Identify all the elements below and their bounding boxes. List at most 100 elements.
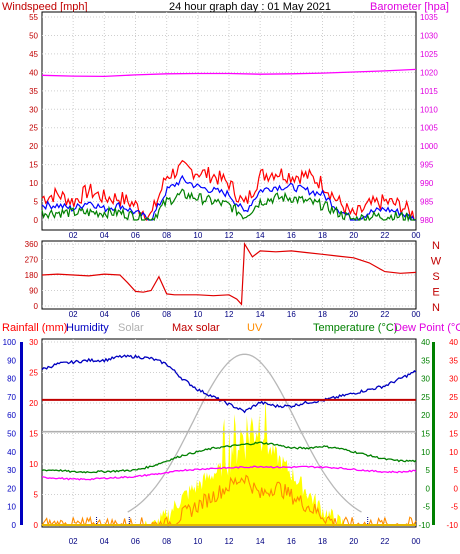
x-tick-label: 16: [287, 537, 296, 546]
temperature-tick-label: 40: [421, 338, 430, 347]
rain-tick-label: 0: [34, 521, 39, 530]
barometer-tick-label: 1025: [420, 50, 438, 59]
windspeed-tick-label: 40: [29, 68, 38, 77]
x-tick-label: 20: [349, 310, 358, 319]
direction-tick-label: 90: [29, 287, 38, 296]
compass-label: W: [431, 256, 442, 268]
direction-tick-label: 270: [25, 256, 39, 265]
dewpoint-tick-label: 10: [449, 448, 458, 457]
x-tick-label: 16: [287, 231, 296, 240]
windspeed-tick-label: 5: [34, 198, 39, 207]
x-tick-label: 18: [318, 310, 327, 319]
barometer-tick-label: 1020: [420, 68, 438, 77]
x-tick-label: 14: [256, 231, 265, 240]
max-solar-curve: [127, 353, 362, 513]
x-tick-label: 12: [225, 537, 234, 546]
x-tick-label: 16: [287, 310, 296, 319]
humidity-tick-label: 10: [7, 503, 16, 512]
temperature-tick-label: 0: [426, 484, 431, 493]
x-tick-label: 22: [380, 537, 389, 546]
legend-temperature: Temperature (°C): [313, 322, 397, 334]
graph-title: 24 hour graph day : 01 May 2021: [169, 1, 331, 13]
barometer-tick-label: 985: [420, 198, 434, 207]
dewpoint-tick-label: 25: [449, 393, 458, 402]
windspeed-series-line: [41, 174, 416, 221]
dewpoint-tick-label: -10: [446, 521, 458, 530]
legend-maxsolar: Max solar: [172, 322, 220, 334]
rain-tick-label: 20: [29, 399, 38, 408]
x-tick-label: 12: [225, 310, 234, 319]
top-panel-frame: [41, 11, 417, 231]
windspeed-tick-label: 0: [34, 216, 39, 225]
x-tick-label: 02: [69, 537, 78, 546]
dewpoint-series-line: [41, 465, 417, 481]
direction-tick-label: 180: [25, 271, 39, 280]
legend-uv: UV: [247, 322, 263, 334]
windspeed-axis-label: Windspeed [mph]: [2, 1, 88, 13]
humidity-tick-label: 100: [3, 338, 17, 347]
barometer-tick-label: 995: [420, 161, 434, 170]
dewpoint-tick-label: 35: [449, 356, 458, 365]
direction-tick-label: 0: [34, 302, 39, 311]
dewpoint-tick-label: 40: [449, 338, 458, 347]
temperature-tick-label: -10: [418, 521, 430, 530]
barometer-tick-label: 1015: [420, 87, 438, 96]
windspeed-tick-label: 10: [29, 179, 38, 188]
x-tick-label: 00: [412, 231, 421, 240]
windspeed-tick-label: 45: [29, 50, 38, 59]
barometer-tick-label: 990: [420, 179, 434, 188]
windspeed-tick-label: 15: [29, 161, 38, 170]
barometer-tick-label: 1035: [420, 13, 438, 22]
x-tick-label: 00: [412, 310, 421, 319]
x-tick-label: 14: [256, 310, 265, 319]
x-tick-label: 06: [131, 310, 140, 319]
x-tick-label: 18: [318, 231, 327, 240]
x-tick-label: 22: [380, 310, 389, 319]
x-tick-label: 04: [100, 537, 109, 546]
compass-label: N: [432, 302, 440, 314]
humidity-tick-label: 0: [12, 521, 17, 530]
average-wind-series-line: [41, 188, 417, 223]
windspeed-tick-label: 20: [29, 142, 38, 151]
windspeed-tick-label: 50: [29, 31, 38, 40]
temperature-tick-label: 10: [421, 448, 430, 457]
dewpoint-tick-label: 20: [449, 411, 458, 420]
x-tick-label: 02: [69, 231, 78, 240]
direction-tick-label: 360: [25, 240, 39, 249]
humidity-tick-label: 20: [7, 484, 16, 493]
humidity-tick-label: 90: [7, 356, 16, 365]
temperature-tick-label: 30: [421, 375, 430, 384]
legend-humidity: Humidity: [66, 322, 109, 334]
temperature-series-line: [41, 441, 417, 474]
barometer-series-line: [41, 68, 417, 78]
windspeed-tick-label: 30: [29, 105, 38, 114]
temperature-tick-label: 35: [421, 356, 430, 365]
temperature-tick-label: 20: [421, 411, 430, 420]
solar-fill-area: [143, 397, 348, 525]
x-tick-label: 04: [100, 231, 109, 240]
rain-tick-label: 10: [29, 460, 38, 469]
humidity-tick-label: 70: [7, 393, 16, 402]
windspeed-tick-label: 25: [29, 124, 38, 133]
dewpoint-tick-label: 15: [449, 430, 458, 439]
dewpoint-tick-label: 5: [454, 466, 459, 475]
windspeed-tick-label: 35: [29, 87, 38, 96]
rain-tick-label: 30: [29, 338, 38, 347]
x-tick-label: 10: [193, 537, 202, 546]
x-tick-label: 08: [162, 231, 171, 240]
x-tick-label: 20: [349, 537, 358, 546]
barometer-tick-label: 1000: [420, 142, 438, 151]
dewpoint-tick-label: 30: [449, 375, 458, 384]
x-tick-label: 00: [412, 537, 421, 546]
temperature-tick-label: 15: [421, 430, 430, 439]
x-tick-label: 08: [162, 537, 171, 546]
temperature-axis-bar: [432, 342, 435, 525]
rain-tick-label: 5: [34, 491, 39, 500]
rain-tick-label: 15: [29, 430, 38, 439]
compass-label: N: [432, 240, 440, 252]
temperature-tick-label: 5: [426, 466, 431, 475]
x-tick-label: 18: [318, 537, 327, 546]
humidity-tick-label: 50: [7, 430, 16, 439]
barometer-axis-label: Barometer [hpa]: [370, 1, 449, 13]
